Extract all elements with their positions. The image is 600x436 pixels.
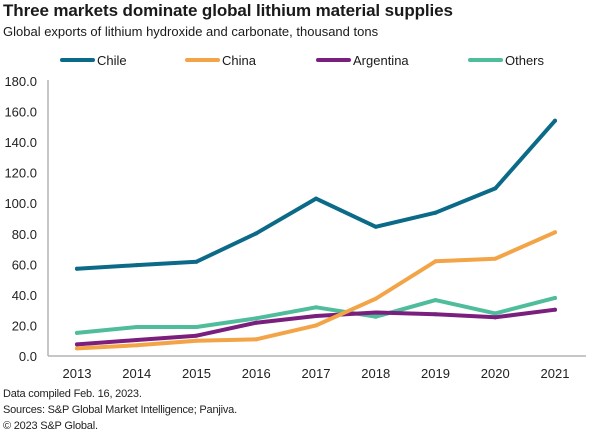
data-point-argentina <box>493 315 498 320</box>
axes <box>47 80 586 357</box>
legend-swatch-others <box>468 58 503 62</box>
legend-label-chile: Chile <box>97 52 127 68</box>
x-tick-label: 2013 <box>63 366 92 381</box>
data-point-china <box>75 346 79 351</box>
data-point-chile <box>493 186 498 191</box>
x-tick-label: 2021 <box>541 366 570 381</box>
y-tick-label: 0.0 <box>19 349 37 364</box>
data-point-chile <box>254 231 259 236</box>
data-point-china <box>314 323 318 328</box>
x-axis-labels: 2013 2014 2015 2016 2017 2018 2019 2020 2021 <box>63 366 570 381</box>
data-point-chile <box>194 259 199 264</box>
data-point-others <box>75 330 79 335</box>
data-point-others <box>134 324 139 329</box>
data-point-argentina <box>373 310 378 315</box>
chart-title: Three markets dominate global lithium ma… <box>3 1 453 20</box>
data-point-others <box>314 305 318 310</box>
legend-label-china: China <box>222 52 256 68</box>
y-tick-label: 40.0 <box>12 288 37 303</box>
data-point-china <box>134 343 139 348</box>
data-point-argentina <box>75 342 79 347</box>
legend-item-chile: Chile <box>60 52 127 68</box>
legend-item-argentina: Argentina <box>316 52 409 68</box>
data-point-argentina <box>134 337 139 342</box>
data-point-others <box>194 324 199 329</box>
x-tick-label: 2015 <box>182 366 211 381</box>
series-line-china <box>75 230 557 351</box>
data-point-others <box>254 316 259 321</box>
legend-item-others: Others <box>468 52 544 68</box>
data-point-argentina <box>433 312 438 317</box>
data-point-argentina <box>314 313 318 318</box>
data-point-others <box>373 314 378 319</box>
data-point-chile <box>134 263 139 268</box>
legend-label-others: Others <box>505 52 545 68</box>
data-point-chile <box>373 224 378 229</box>
y-tick-label: 160.0 <box>4 105 37 120</box>
data-point-others <box>553 295 557 300</box>
y-tick-label: 20.0 <box>12 318 37 333</box>
data-point-china <box>254 337 259 342</box>
x-tick-label: 2020 <box>481 366 510 381</box>
y-axis-labels: 0.0 20.0 40.0 60.0 80.0 100.0 120.0 140.0 160.0 1… <box>4 74 37 364</box>
y-tick-label: 80.0 <box>12 227 37 242</box>
x-tick-label: 2017 <box>302 366 331 381</box>
series-line-chile <box>75 118 557 271</box>
legend-label-argentina: Argentina <box>353 52 409 68</box>
legend-swatch-argentina <box>316 58 351 62</box>
series-lines <box>75 118 557 351</box>
x-tick-label: 2014 <box>122 366 151 381</box>
data-point-argentina <box>553 307 557 312</box>
data-point-china <box>493 256 498 261</box>
legend-swatch-chile <box>60 58 95 62</box>
data-point-chile <box>433 210 438 215</box>
data-point-argentina <box>254 320 259 325</box>
data-point-china <box>553 230 557 235</box>
chart-subtitle: Global exports of lithium hydroxide and … <box>3 24 379 39</box>
y-tick-label: 100.0 <box>4 196 37 211</box>
data-point-chile <box>75 266 79 271</box>
y-tick-label: 180.0 <box>4 74 37 89</box>
data-point-chile <box>314 196 318 201</box>
legend-swatch-china <box>185 58 220 62</box>
x-tick-label: 2018 <box>361 366 390 381</box>
y-tick-label: 140.0 <box>4 135 37 150</box>
footer-data-compiled: Data compiled Feb. 16, 2023. <box>3 388 142 400</box>
x-tick-label: 2016 <box>242 366 271 381</box>
x-tick-label: 2019 <box>421 366 450 381</box>
data-point-argentina <box>194 333 199 338</box>
y-tick-label: 60.0 <box>12 257 37 272</box>
data-point-others <box>433 298 438 303</box>
legend-item-china: China <box>185 52 256 68</box>
data-point-chile <box>553 118 557 123</box>
y-tick-label: 120.0 <box>4 166 37 181</box>
footer-copyright: © 2023 S&P Global. <box>3 420 98 432</box>
data-point-china <box>194 338 199 343</box>
data-point-china <box>373 296 378 301</box>
data-point-china <box>433 259 438 264</box>
data-point-others <box>493 311 498 316</box>
footer-sources: Sources: S&P Global Market Intelligence;… <box>3 404 237 416</box>
